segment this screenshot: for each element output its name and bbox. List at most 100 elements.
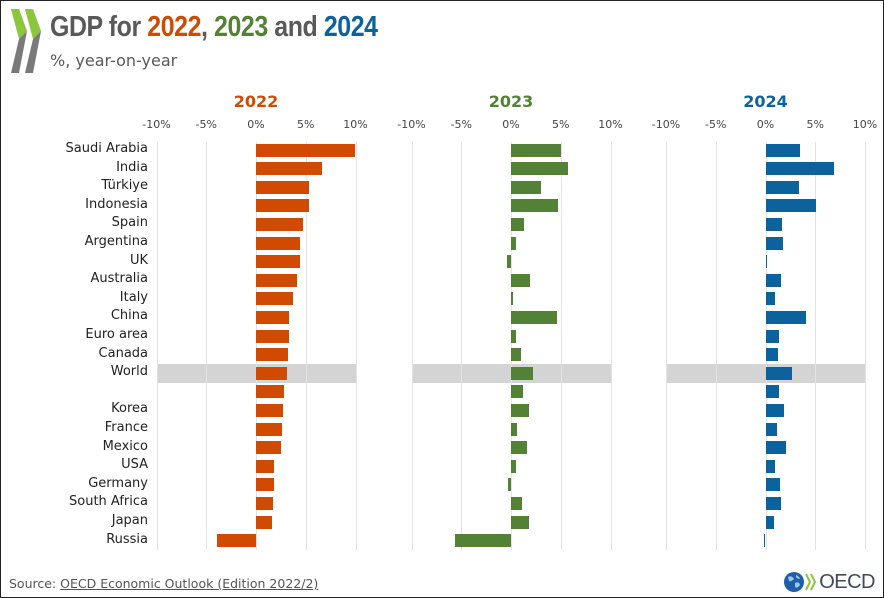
bar-2022 (256, 515, 272, 529)
bar-2024 (765, 255, 768, 269)
gridline (715, 142, 717, 550)
gridline (765, 142, 767, 550)
x-tick-label: 0% (247, 118, 265, 131)
bar-2024 (763, 534, 766, 548)
bar-2022 (256, 143, 355, 157)
bar-2023 (511, 515, 529, 529)
x-tick-label: 10% (598, 118, 623, 131)
bar-2024 (765, 273, 782, 287)
gridline (511, 142, 512, 550)
globe-icon (784, 572, 805, 592)
row-label: World (110, 364, 148, 380)
row-label: South Africa (69, 494, 148, 510)
row-label: Japan (111, 513, 148, 528)
bar-2023 (511, 385, 523, 399)
gridline (461, 142, 463, 550)
gridline (865, 142, 866, 550)
bar-2024 (765, 366, 793, 380)
x-tick-label: 5% (552, 118, 570, 131)
gridline (815, 142, 817, 550)
gridline (256, 142, 257, 550)
bar-2024 (765, 162, 835, 176)
bar-2023 (511, 292, 513, 306)
bar-2024 (765, 441, 787, 455)
bar-2022 (256, 478, 274, 492)
panel-title-2023: 2023 (488, 92, 534, 111)
source-link[interactable]: OECD Economic Outlook (Edition 2022/2) (60, 576, 319, 591)
oecd-brand: OECD (783, 571, 875, 593)
bar-2024 (765, 422, 778, 436)
gridline (305, 142, 307, 550)
row-label: Indonesia (85, 196, 148, 212)
bar-2023 (511, 403, 529, 417)
row-label: India (116, 159, 148, 175)
row-label: USA (121, 457, 148, 473)
bar-2024 (765, 496, 782, 510)
row-label: Euro area (85, 327, 148, 342)
bar-2022 (256, 162, 322, 176)
bar-2024 (765, 348, 779, 362)
bar-2024 (765, 236, 784, 250)
bar-2024 (765, 143, 801, 157)
bar-2024 (765, 403, 785, 417)
title-sep-1: , (201, 11, 215, 43)
bar-2022 (256, 459, 274, 473)
x-tick-label: 5% (297, 118, 315, 131)
gridline (666, 142, 667, 550)
bar-2024 (765, 385, 780, 399)
x-tick-label: -5% (705, 118, 727, 131)
oecd-chevron-logo-icon (11, 9, 41, 73)
x-tick-label: -5% (195, 118, 217, 131)
x-tick-label: 10% (852, 118, 878, 131)
bar-2022 (217, 534, 256, 548)
row-label: UK (129, 252, 148, 268)
bar-2022 (256, 255, 300, 269)
row-label: Germany (88, 475, 148, 491)
bar-2023 (511, 366, 533, 380)
x-tick-label: 0% (756, 118, 775, 131)
x-tick-label: -10% (397, 118, 426, 131)
row-label: France (104, 420, 148, 435)
x-tick-label: 5% (806, 118, 824, 131)
bar-2022 (256, 217, 303, 231)
gridline (560, 142, 562, 550)
bar-2022 (256, 366, 287, 380)
bar-2022 (256, 292, 293, 306)
row-label: Saudi Arabia (65, 141, 149, 156)
bar-2022 (256, 180, 309, 194)
bar-2022 (256, 385, 284, 399)
x-tick-label: -10% (142, 118, 171, 131)
bar-2023 (511, 459, 516, 473)
bar-2022 (256, 199, 309, 213)
row-label: Italy (119, 289, 148, 305)
bar-2022 (256, 422, 282, 436)
bar-2023 (511, 217, 524, 231)
bar-2022 (256, 403, 283, 417)
bar-2024 (765, 478, 781, 492)
row-label: Türkiye (101, 178, 148, 194)
source-label: Source: (9, 576, 61, 591)
title-sep-2: and (267, 11, 324, 43)
row-label: China (110, 308, 148, 324)
bar-2022 (256, 310, 289, 324)
row-label: Korea (111, 401, 148, 417)
row-label: Australia (90, 271, 148, 287)
bar-2023 (511, 180, 541, 194)
bar-2023 (511, 199, 558, 213)
bar-2024 (765, 180, 800, 194)
bar-2023 (508, 478, 511, 492)
gridline (156, 142, 158, 550)
panel-title-2024: 2024 (743, 92, 788, 111)
bar-2023 (511, 348, 521, 362)
row-label: Spain (111, 215, 148, 231)
bar-2022 (256, 329, 289, 343)
bar-2023 (507, 255, 511, 269)
bar-2023 (511, 236, 516, 250)
bar-2023 (511, 310, 557, 324)
x-tick-label: 10% (343, 118, 368, 131)
x-tick-label: 0% (502, 118, 520, 131)
row-label: Mexico (102, 438, 148, 454)
bar-2024 (765, 217, 783, 231)
x-tick-label: -10% (651, 118, 681, 131)
